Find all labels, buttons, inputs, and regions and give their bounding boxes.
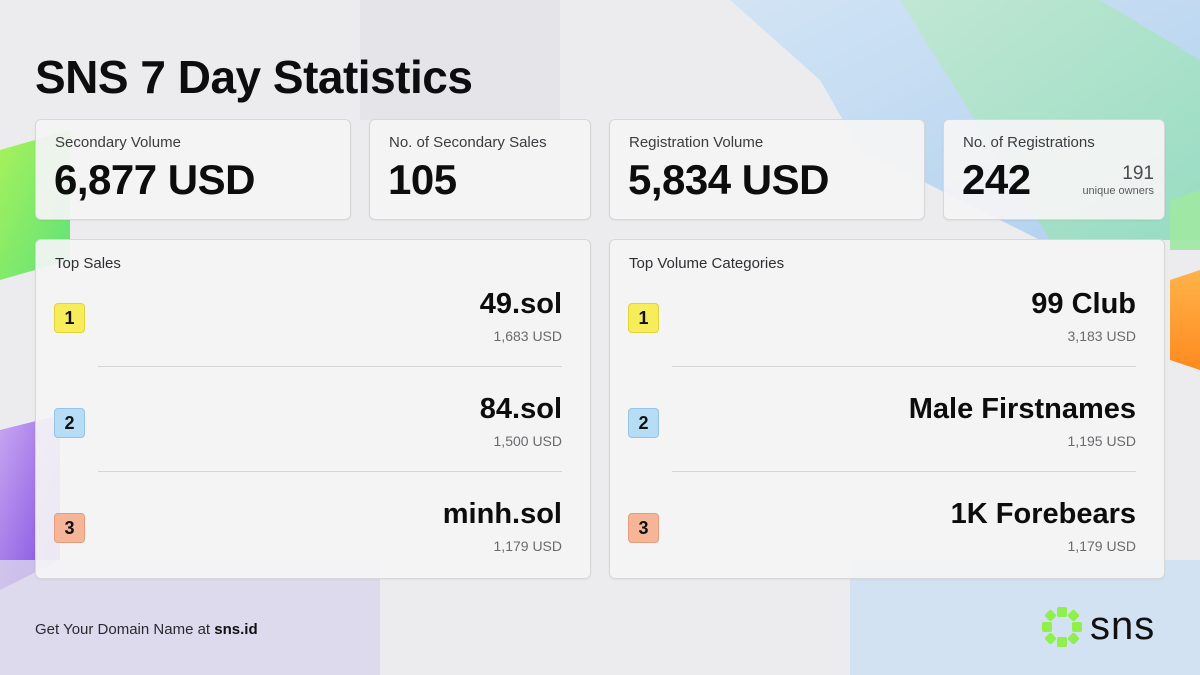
- category-name: Male Firstnames: [908, 393, 1136, 425]
- category-name: 99 Club: [1031, 288, 1136, 320]
- stat-value: 105: [388, 156, 457, 203]
- stat-card-registrations: No. of Registrations 242 191 unique owne…: [943, 119, 1165, 220]
- stat-label: No. of Secondary Sales: [389, 134, 547, 151]
- top-sales-card: Top Sales 1 49.sol 1,683 USD 2 84.sol 1,…: [35, 239, 591, 579]
- divider: [98, 366, 562, 367]
- top-sales-title: Top Sales: [55, 255, 121, 272]
- stat-card-registration-volume: Registration Volume 5,834 USD: [609, 119, 925, 220]
- top-categories-title: Top Volume Categories: [629, 255, 785, 272]
- stat-value: 5,834 USD: [628, 156, 829, 203]
- rank-badge: 3: [54, 513, 85, 543]
- list-item: 2 84.sol 1,500 USD: [36, 345, 590, 472]
- list-item: 1 99 Club 3,183 USD: [610, 240, 1164, 367]
- footer-link[interactable]: sns.id: [214, 621, 258, 638]
- unique-owners-label: unique owners: [1082, 185, 1154, 197]
- divider: [98, 471, 562, 472]
- category-name: 1K Forebears: [950, 498, 1136, 530]
- sale-value: 1,500 USD: [493, 433, 562, 449]
- divider: [672, 366, 1136, 367]
- logo-text: sns: [1090, 604, 1156, 648]
- rank-badge: 1: [628, 303, 659, 333]
- stat-label: No. of Registrations: [963, 134, 1095, 151]
- unique-owners-count: 191: [1122, 163, 1154, 184]
- list-item: 1 49.sol 1,683 USD: [36, 240, 590, 367]
- stat-label: Registration Volume: [629, 134, 764, 151]
- top-categories-card: Top Volume Categories 1 99 Club 3,183 US…: [609, 239, 1165, 579]
- page-title: SNS 7 Day Statistics: [35, 51, 473, 103]
- unique-owners: 191 unique owners: [1082, 164, 1154, 198]
- rank-badge: 2: [54, 408, 85, 438]
- sale-value: 1,683 USD: [493, 328, 562, 344]
- domain-name: 49.sol: [479, 288, 562, 320]
- list-item: 2 Male Firstnames 1,195 USD: [610, 345, 1164, 472]
- footer-cta: Get Your Domain Name at sns.id: [35, 621, 258, 638]
- category-value: 3,183 USD: [1067, 328, 1136, 344]
- rank-badge: 2: [628, 408, 659, 438]
- domain-name: minh.sol: [442, 498, 562, 530]
- list-item: 3 minh.sol 1,179 USD: [36, 450, 590, 555]
- divider: [672, 471, 1136, 472]
- rank-badge: 3: [628, 513, 659, 543]
- sale-value: 1,179 USD: [493, 538, 562, 554]
- list-item: 3 1K Forebears 1,179 USD: [610, 450, 1164, 555]
- stat-card-secondary-sales: No. of Secondary Sales 105: [369, 119, 591, 220]
- category-value: 1,195 USD: [1067, 433, 1136, 449]
- category-value: 1,179 USD: [1067, 538, 1136, 554]
- footer-text: Get Your Domain Name at: [35, 621, 211, 638]
- rank-badge: 1: [54, 303, 85, 333]
- stat-value: 242: [962, 156, 1031, 203]
- stat-card-secondary-volume: Secondary Volume 6,877 USD: [35, 119, 351, 220]
- sns-logo: sns: [1040, 605, 1175, 651]
- sns-logo-icon: [1042, 607, 1082, 647]
- stat-label: Secondary Volume: [55, 134, 181, 151]
- domain-name: 84.sol: [479, 393, 562, 425]
- stat-value: 6,877 USD: [54, 156, 255, 203]
